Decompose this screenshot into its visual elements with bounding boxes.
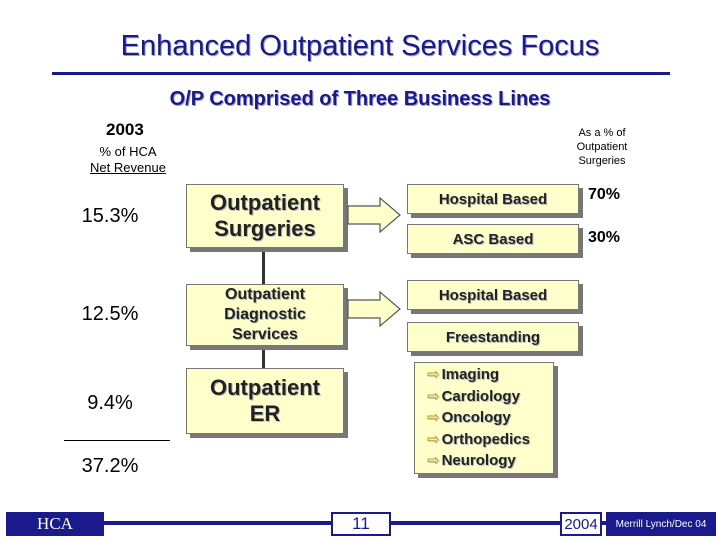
revenue-caption: % of HCA Net Revenue bbox=[78, 144, 178, 176]
list-item: ⇨ Neurology bbox=[427, 452, 516, 470]
business-line-label: ER bbox=[249, 401, 281, 426]
revenue-caption-line1: % of HCA bbox=[99, 144, 157, 159]
list-item: ⇨ Oncology bbox=[427, 409, 511, 427]
business-line-label: Surgeries bbox=[214, 216, 316, 241]
page-title: Enhanced Outpatient Services Focus bbox=[120, 30, 600, 62]
hollow-arrow-icon: ⇨ bbox=[427, 452, 440, 470]
revenue-value-diagnostic: 12.5% bbox=[81, 303, 139, 325]
split-pct-hospital: 70% bbox=[588, 186, 621, 203]
hollow-arrow-icon: ⇨ bbox=[427, 366, 440, 384]
title-rule bbox=[52, 72, 670, 75]
list-item: ⇨ Cardiology bbox=[427, 387, 520, 405]
surgery-share-caption: As a % of Outpatient Surgeries bbox=[560, 126, 644, 168]
footer-year: 2004 bbox=[560, 512, 602, 536]
split-pct-asc: 30% bbox=[588, 229, 621, 246]
revenue-value-surgeries: 15.3% bbox=[81, 205, 139, 227]
footer-bar bbox=[104, 521, 714, 525]
year-label: 2003 bbox=[106, 120, 144, 139]
business-line-label: Services bbox=[232, 326, 298, 343]
list-item: ⇨ Orthopedics bbox=[427, 430, 530, 448]
split-freestanding: Freestanding bbox=[407, 322, 579, 352]
business-line-er: Outpatient ER bbox=[186, 368, 344, 434]
business-line-diagnostic: Outpatient Diagnostic Services bbox=[186, 284, 344, 346]
hollow-arrow-icon: ⇨ bbox=[427, 409, 440, 427]
business-line-label: Diagnostic bbox=[224, 306, 306, 323]
revenue-caption-line2: Net Revenue bbox=[90, 160, 166, 175]
right-arrow-icon bbox=[347, 196, 401, 234]
footer-company-logo: HCA bbox=[6, 512, 104, 536]
surgery-share-caption-line1: As a % of bbox=[578, 127, 626, 139]
right-arrow-icon bbox=[347, 290, 401, 328]
page-number: 11 bbox=[331, 512, 391, 536]
hollow-arrow-icon: ⇨ bbox=[427, 430, 440, 448]
surgery-share-caption-line3: Surgeries bbox=[578, 155, 626, 167]
revenue-value-er: 9.4% bbox=[87, 392, 133, 414]
business-line-label: Outpatient bbox=[225, 286, 305, 303]
business-line-surgeries: Outpatient Surgeries bbox=[186, 184, 344, 248]
split-hospital-based-surgeries: Hospital Based bbox=[407, 184, 579, 214]
split-hospital-based-diagnostic: Hospital Based bbox=[407, 280, 579, 310]
list-item: ⇨ Imaging bbox=[427, 366, 500, 384]
connector-line bbox=[262, 344, 265, 368]
business-line-label: Outpatient bbox=[210, 190, 320, 215]
page-subtitle: O/P Comprised of Three Business Lines bbox=[169, 88, 551, 110]
footer-source: Merrill Lynch/Dec 04 bbox=[606, 512, 716, 536]
services-list: ⇨ Imaging ⇨ Cardiology ⇨ Oncology ⇨ Orthoped… bbox=[414, 362, 554, 474]
total-rule bbox=[64, 440, 170, 441]
business-line-label: Outpatient bbox=[210, 375, 320, 400]
hollow-arrow-icon: ⇨ bbox=[427, 387, 440, 405]
revenue-total: 37.2% bbox=[81, 455, 139, 477]
surgery-share-caption-line2: Outpatient bbox=[576, 141, 628, 153]
connector-line bbox=[262, 246, 265, 284]
split-asc-based: ASC Based bbox=[407, 224, 579, 254]
